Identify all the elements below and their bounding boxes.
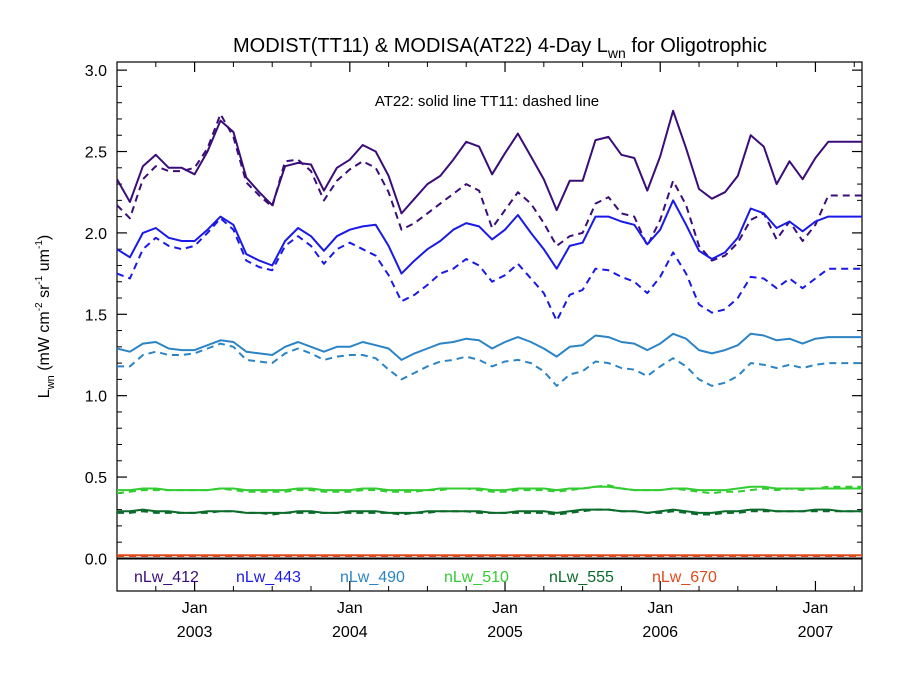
legend-entry-nLw_490: nLw_490 [340,569,405,586]
legend-entry-nLw_412: nLw_412 [134,569,199,586]
y-axis-label-part: -2 [34,302,45,311]
legend-entry-nLw_670: nLw_670 [652,569,717,586]
series-line-nLw_443-tt11-dashed [116,217,862,322]
series-line-nLw_443-at22-solid [116,199,862,275]
legend-entry-nLw_555: nLw_555 [549,569,614,586]
x-tick-label-month: Jan [803,600,829,617]
y-tick-label: 0.0 [85,551,107,568]
x-tick-label-month: Jan [337,600,363,617]
x-tick-label-year: 2003 [177,624,213,641]
chart-title: MODIST(TT11) & MODISA(AT22) 4-Day Lwn fo… [233,35,767,61]
series-line-nLw_510-at22-solid [117,485,862,492]
x-tick-label-month: Jan [182,600,208,617]
x-tick-label-month: Jan [647,600,673,617]
series-line-nLw_555-tt11-dashed [117,508,862,516]
x-tick-label-year: 2006 [642,624,678,641]
y-tick-label: 1.0 [85,389,107,406]
chart-title-tail: for Oligotrophic [626,35,767,57]
y-axis-label-part: -1 [34,240,45,249]
plot-frame [116,61,863,592]
plot-area: 0.0 0.5 1.0 1.5 2.0 2.5 3.0 Jan 2003 Jan 2004 Jan 20… [85,61,863,641]
y-tick-label: 2.5 [85,145,107,162]
series-line-nLw_490-at22-solid [116,332,862,361]
series-line-nLw_412-tt11-dashed [116,113,862,262]
y-axis-label-part: ) [36,235,53,240]
y-axis-label-part: L [36,389,53,398]
series-line-nLw_412-at22-solid [116,109,862,215]
chart-title-main: MODIST(TT11) & MODISA(AT22) 4-Day L [233,35,608,57]
line-style-annotation: AT22: solid line TT11: dashed line [375,93,599,110]
y-axis-label-part: um [36,249,53,276]
x-tick-label-year: 2007 [798,624,834,641]
series-line-nLw_510-tt11-dashed [116,484,862,495]
series-line-nLw_490-tt11-dashed [117,342,862,387]
y-tick-label: 2.0 [85,226,107,243]
y-tick-label: 0.5 [85,470,107,487]
x-tick-label-year: 2004 [332,624,368,641]
y-tick-label: 3.0 [85,63,107,80]
y-axis-label-part: wn [45,375,57,390]
legend-entry-nLw_510: nLw_510 [444,569,509,586]
chart-title-subscript: wn [607,45,626,61]
y-axis-label-part: sr [36,284,53,302]
y-axis-label-part: -1 [34,275,45,284]
y-tick-label: 1.5 [85,307,107,324]
x-tick-label-month: Jan [492,600,518,617]
x-tick-label-year: 2005 [487,624,523,641]
legend-entry-nLw_443: nLw_443 [236,569,301,586]
y-axis-label-part: (mW cm [36,311,53,375]
y-axis-label: Lwn (mW cm-2 sr-1 um-1) [34,235,57,398]
